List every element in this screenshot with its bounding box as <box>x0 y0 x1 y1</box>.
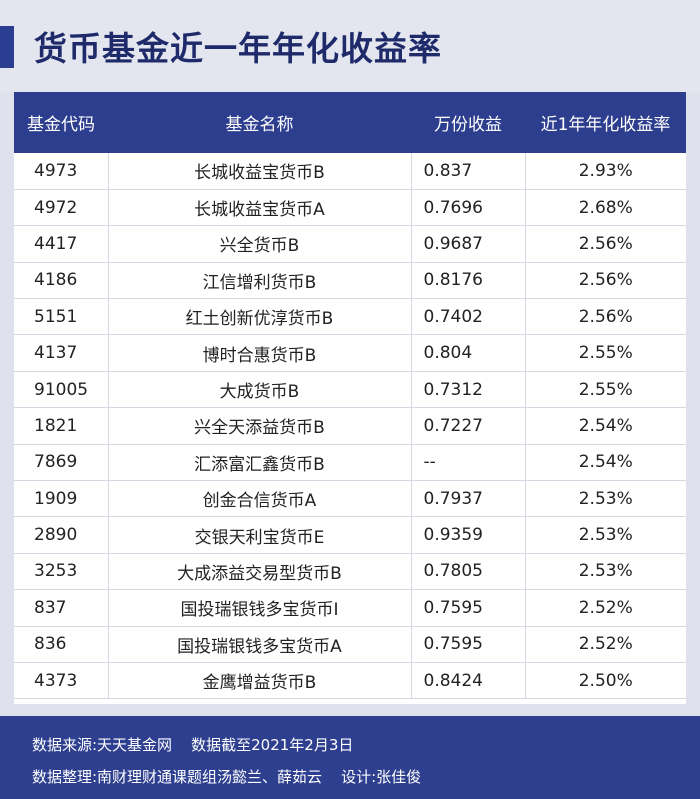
yield-cell: -- <box>411 444 526 482</box>
title-bar: 货币基金近一年年化收益率 <box>0 0 700 92</box>
yield-cell: 0.7805 <box>411 553 526 591</box>
rate-cell: 2.56% <box>525 298 686 336</box>
name-cell: 国投瑞银钱多宝货币A <box>108 626 412 663</box>
name-cell: 金鹰增益货币B <box>108 662 412 700</box>
name-cell: 长城收益宝货币A <box>108 189 412 227</box>
rate-cell: 2.56% <box>525 262 686 300</box>
table-row: 4973 长城收益宝货币B 0.837 2.93% <box>14 153 686 190</box>
code-cell: 2890 <box>14 516 109 554</box>
table-row: 4417 兴全货币B 0.9687 2.56% <box>14 225 686 263</box>
table-row: 7869 汇添富汇鑫货币B -- 2.54% <box>14 444 686 482</box>
table-row: 4972 长城收益宝货币A 0.7696 2.68% <box>14 189 686 227</box>
name-cell: 兴全天添益货币B <box>108 407 412 445</box>
yield-cell: 0.7595 <box>411 626 526 663</box>
rate-cell: 2.53% <box>525 553 686 591</box>
yield-cell: 0.9687 <box>411 225 526 263</box>
name-cell: 创金合信货币A <box>108 480 412 518</box>
yield-cell: 0.7595 <box>411 589 526 627</box>
header-code: 基金代码 <box>14 92 108 153</box>
rate-cell: 2.55% <box>525 334 686 372</box>
yield-cell: 0.804 <box>411 334 526 372</box>
footer-source: 数据来源:天天基金网 数据截至2021年2月3日 <box>32 736 354 754</box>
table-row: 1821 兴全天添益货币B 0.7227 2.54% <box>14 407 686 445</box>
rate-cell: 2.54% <box>525 407 686 445</box>
rate-cell: 2.93% <box>525 153 686 190</box>
code-cell: 1909 <box>14 480 109 518</box>
header-yield: 万份收益 <box>411 92 525 153</box>
table-row: 837 国投瑞银钱多宝货币I 0.7595 2.52% <box>14 589 686 627</box>
name-cell: 红土创新优淳货币B <box>108 298 412 336</box>
name-cell: 国投瑞银钱多宝货币I <box>108 589 412 627</box>
rate-cell: 2.55% <box>525 371 686 409</box>
table-header: 基金代码 基金名称 万份收益 近1年年化收益率 <box>14 92 686 153</box>
table-row: 1909 创金合信货币A 0.7937 2.53% <box>14 480 686 518</box>
table-row: 4137 博时合惠货币B 0.804 2.55% <box>14 334 686 372</box>
code-cell: 3253 <box>14 553 109 591</box>
name-cell: 大成添益交易型货币B <box>108 553 412 591</box>
code-cell: 4417 <box>14 225 109 263</box>
table-row: 3253 大成添益交易型货币B 0.7805 2.53% <box>14 553 686 591</box>
rate-cell: 2.54% <box>525 444 686 482</box>
code-cell: 1821 <box>14 407 109 445</box>
header-name: 基金名称 <box>108 92 411 153</box>
yield-cell: 0.7227 <box>411 407 526 445</box>
fund-table-container: 基金代码 基金名称 万份收益 近1年年化收益率 4973 长城收益宝货币B 0.83… <box>14 92 686 704</box>
code-cell: 4186 <box>14 262 109 300</box>
yield-cell: 0.8424 <box>411 662 526 700</box>
table-row: 4373 金鹰增益货币B 0.8424 2.50% <box>14 662 686 700</box>
code-cell: 4137 <box>14 334 109 372</box>
code-cell: 7869 <box>14 444 109 482</box>
rate-cell: 2.52% <box>525 626 686 663</box>
code-cell: 4972 <box>14 189 109 227</box>
name-cell: 大成货币B <box>108 371 412 409</box>
table-row: 4186 江信增利货币B 0.8176 2.56% <box>14 262 686 300</box>
fund-table: 基金代码 基金名称 万份收益 近1年年化收益率 4973 长城收益宝货币B 0.83… <box>14 92 686 700</box>
name-cell: 博时合惠货币B <box>108 334 412 372</box>
rate-cell: 2.68% <box>525 189 686 227</box>
rate-cell: 2.52% <box>525 589 686 627</box>
rate-cell: 2.53% <box>525 516 686 554</box>
code-cell: 836 <box>14 626 109 663</box>
yield-cell: 0.7402 <box>411 298 526 336</box>
rate-cell: 2.56% <box>525 225 686 263</box>
code-cell: 5151 <box>14 298 109 336</box>
code-cell: 91005 <box>14 371 109 409</box>
header-row: 基金代码 基金名称 万份收益 近1年年化收益率 <box>14 92 686 153</box>
footer: 数据来源:天天基金网 数据截至2021年2月3日 数据整理:南财理财通课题组汤懿… <box>0 716 700 799</box>
name-cell: 兴全货币B <box>108 225 412 263</box>
table-body: 4973 长城收益宝货币B 0.837 2.93% 4972 长城收益宝货币A 0.7696… <box>14 153 686 700</box>
header-rate: 近1年年化收益率 <box>525 92 686 153</box>
table-row: 2890 交银天利宝货币E 0.9359 2.53% <box>14 516 686 554</box>
name-cell: 汇添富汇鑫货币B <box>108 444 412 482</box>
table-row: 5151 红土创新优淳货币B 0.7402 2.56% <box>14 298 686 336</box>
name-cell: 交银天利宝货币E <box>108 516 412 554</box>
yield-cell: 0.7937 <box>411 480 526 518</box>
name-cell: 江信增利货币B <box>108 262 412 300</box>
yield-cell: 0.9359 <box>411 516 526 554</box>
code-cell: 4373 <box>14 662 109 700</box>
code-cell: 837 <box>14 589 109 627</box>
yield-cell: 0.7696 <box>411 189 526 227</box>
table-row: 91005 大成货币B 0.7312 2.55% <box>14 371 686 409</box>
table-row: 836 国投瑞银钱多宝货币A 0.7595 2.52% <box>14 626 686 663</box>
code-cell: 4973 <box>14 153 109 190</box>
page-title: 货币基金近一年年化收益率 <box>34 29 442 68</box>
title-accent-bar <box>0 26 14 68</box>
footer-credits: 数据整理:南财理财通课题组汤懿兰、薛茹云 设计:张佳俊 <box>32 768 422 786</box>
yield-cell: 0.837 <box>411 153 526 190</box>
yield-cell: 0.7312 <box>411 371 526 409</box>
name-cell: 长城收益宝货币B <box>108 153 412 190</box>
rate-cell: 2.53% <box>525 480 686 518</box>
yield-cell: 0.8176 <box>411 262 526 300</box>
rate-cell: 2.50% <box>525 662 686 700</box>
